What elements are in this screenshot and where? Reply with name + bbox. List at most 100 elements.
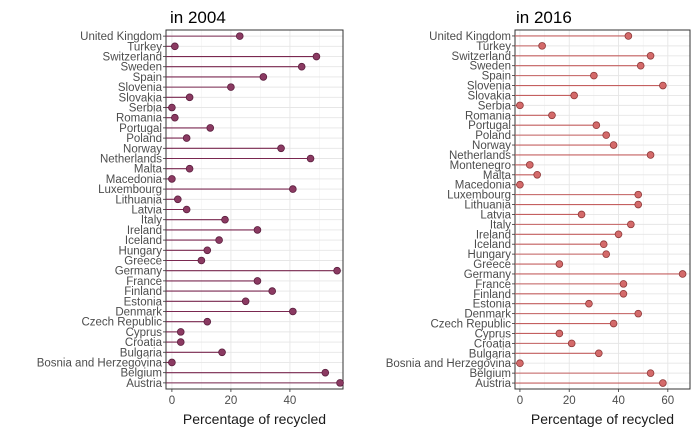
point-germany	[678, 270, 687, 278]
point-slovakia	[185, 93, 194, 102]
category-label-denmark: Denmark	[464, 309, 511, 321]
category-label-lithuania: Lithuania	[464, 200, 511, 212]
point-poland	[602, 131, 610, 139]
point-hungary	[602, 250, 610, 258]
category-label-poland: Poland	[475, 130, 511, 142]
category-label-greece: Greece	[124, 255, 162, 267]
point-united-kingdom	[235, 32, 244, 40]
category-label-slovakia: Slovakia	[468, 90, 512, 102]
x-tick-label-60: 60	[661, 395, 674, 407]
point-croatia	[567, 339, 576, 348]
point-finland	[619, 289, 628, 298]
point-luxembourg	[289, 185, 297, 193]
x-tick-label-0: 0	[517, 395, 523, 407]
category-label-romania: Romania	[116, 113, 163, 125]
x-tick-label-40: 40	[284, 395, 297, 407]
point-ireland	[253, 226, 262, 234]
point-belgium	[321, 368, 330, 377]
category-label-spain: Spain	[133, 72, 162, 84]
point-spain	[259, 73, 268, 81]
category-label-austria: Austria	[475, 378, 511, 390]
category-label-belgium: Belgium	[120, 368, 162, 380]
point-estonia	[241, 297, 250, 306]
category-label-poland: Poland	[126, 133, 162, 145]
category-label-belgium: Belgium	[469, 368, 511, 380]
x-tick-label-20: 20	[563, 395, 576, 407]
category-label-united-kingdom: United Kingdom	[429, 31, 511, 43]
category-label-germany: Germany	[115, 266, 163, 278]
point-luxembourg	[634, 190, 643, 199]
category-label-united-kingdom: United Kingdom	[80, 31, 162, 43]
point-sweden	[636, 61, 645, 70]
category-label-bulgaria: Bulgaria	[469, 348, 512, 360]
category-label-serbia: Serbia	[478, 100, 512, 112]
point-portugal	[206, 124, 215, 132]
category-label-portugal: Portugal	[468, 120, 511, 132]
x-tick-label-40: 40	[612, 395, 625, 407]
category-label-spain: Spain	[482, 71, 511, 83]
point-france	[619, 280, 628, 288]
point-italy	[627, 220, 635, 229]
point-finland	[268, 287, 277, 295]
point-czech-republic	[609, 319, 618, 328]
category-label-hungary: Hungary	[468, 249, 512, 261]
point-switzerland	[312, 52, 321, 61]
category-label-switzerland: Switzerland	[103, 52, 162, 64]
point-denmark	[289, 307, 297, 316]
category-label-iceland: Iceland	[474, 239, 511, 251]
point-malta	[533, 170, 541, 179]
category-label-luxembourg: Luxembourg	[98, 184, 162, 196]
point-italy	[221, 215, 229, 224]
category-label-cyprus: Cyprus	[475, 328, 512, 340]
point-france	[253, 277, 262, 285]
category-label-finland: Finland	[124, 286, 162, 298]
category-label-luxembourg: Luxembourg	[447, 190, 511, 202]
chart-title: in 2004	[170, 8, 226, 27]
category-label-czech-republic: Czech Republic	[81, 317, 162, 329]
point-serbia	[168, 103, 176, 112]
category-label-slovakia: Slovakia	[119, 92, 163, 104]
x-tick-label-20: 20	[225, 395, 238, 407]
point-sweden	[297, 62, 306, 71]
point-belgium	[646, 369, 655, 377]
category-label-macedonia: Macedonia	[106, 174, 163, 186]
point-netherlands	[306, 154, 315, 163]
point-latvia	[182, 205, 191, 214]
category-label-bulgaria: Bulgaria	[120, 347, 163, 359]
category-label-croatia: Croatia	[474, 338, 512, 350]
point-greece	[197, 256, 206, 265]
category-label-bosnia-and-herzegovina: Bosnia and Herzegovina	[37, 357, 163, 369]
point-lithuania	[174, 195, 182, 204]
category-label-austria: Austria	[126, 378, 162, 390]
point-hungary	[203, 246, 212, 255]
point-turkey	[538, 42, 546, 50]
point-austria	[659, 379, 667, 387]
point-denmark	[634, 309, 643, 318]
point-austria	[336, 379, 344, 387]
category-label-slovenia: Slovenia	[118, 82, 163, 94]
category-label-sweden: Sweden	[469, 61, 511, 73]
point-norway	[277, 144, 285, 153]
point-cyprus	[555, 329, 564, 338]
category-label-bosnia-and-herzegovina: Bosnia and Herzegovina	[386, 358, 512, 370]
category-label-germany: Germany	[464, 269, 512, 281]
point-malta	[185, 164, 194, 173]
category-label-lithuania: Lithuania	[115, 194, 162, 206]
category-label-netherlands: Netherlands	[449, 150, 511, 162]
point-germany	[333, 266, 341, 275]
point-ireland	[614, 230, 623, 239]
category-label-portugal: Portugal	[119, 123, 162, 135]
point-montenegro	[525, 161, 534, 169]
point-turkey	[171, 42, 179, 51]
point-bulgaria	[218, 348, 226, 357]
category-label-ireland: Ireland	[127, 225, 162, 237]
plot-panel	[514, 29, 691, 390]
point-slovakia	[570, 91, 578, 100]
category-label-malta: Malta	[483, 170, 512, 182]
point-slovenia	[659, 81, 667, 90]
category-label-slovenia: Slovenia	[467, 81, 512, 93]
chart-panel-1: United KingdomTurkeySwitzerlandSwedenSpa…	[37, 8, 344, 427]
point-bosnia-and-herzegovina	[516, 359, 524, 368]
category-label-greece: Greece	[473, 259, 511, 271]
